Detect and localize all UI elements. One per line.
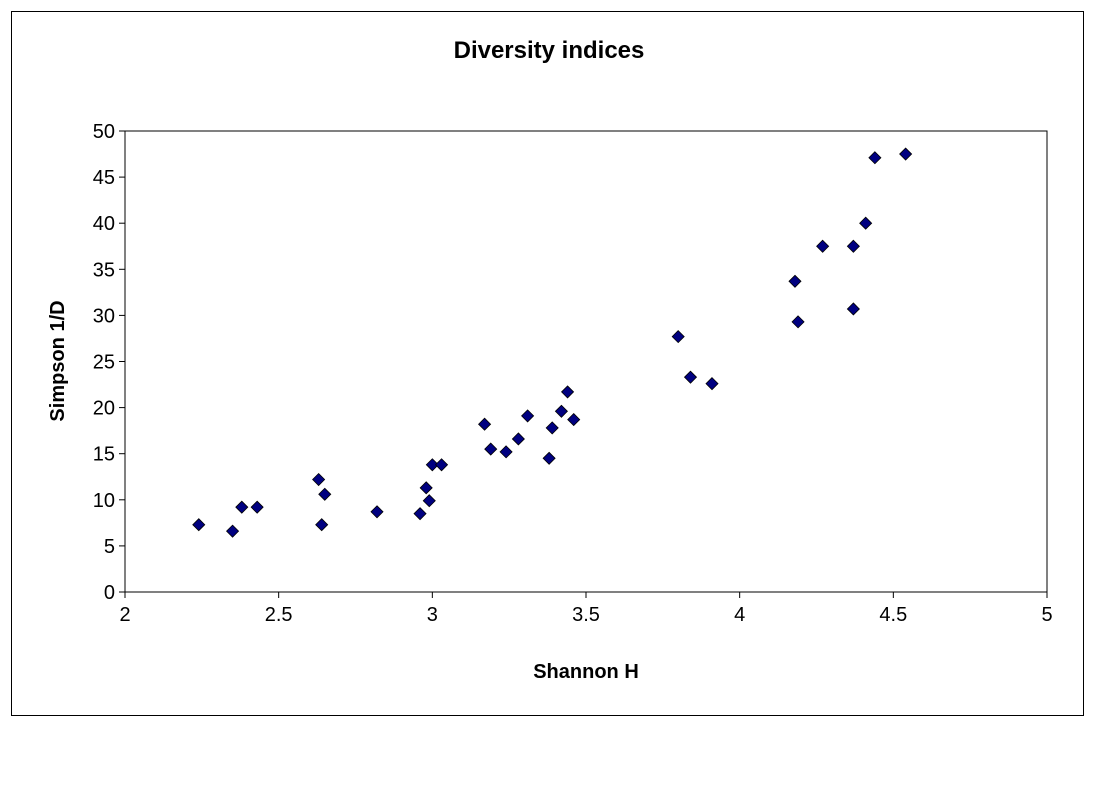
data-point: [499, 445, 513, 459]
y-tick-label: 10: [93, 490, 115, 512]
data-point: [567, 413, 581, 427]
x-axis: 2 2.5 3 3.5 4 4.5 5: [119, 592, 1053, 626]
x-tick-label: 2.5: [265, 604, 293, 626]
data-point: [370, 505, 384, 519]
data-point: [192, 518, 206, 532]
data-point: [859, 216, 873, 230]
plot-area: [124, 130, 1048, 593]
y-tick-label: 20: [93, 398, 115, 420]
data-point: [419, 481, 433, 495]
chart-title: Diversity indices: [454, 37, 645, 64]
data-point: [318, 487, 332, 501]
y-tick-label: 25: [93, 352, 115, 374]
x-tick-label: 3.5: [572, 604, 600, 626]
y-tick-label: 40: [93, 213, 115, 235]
data-point: [788, 274, 802, 288]
data-point: [560, 385, 575, 399]
y-tick-label: 0: [104, 582, 115, 604]
data-point: [846, 239, 860, 253]
data-point: [554, 404, 568, 418]
y-tick-label: 30: [93, 305, 115, 327]
x-tick-label: 3: [427, 604, 438, 626]
data-points: [192, 147, 913, 538]
data-point: [545, 421, 559, 435]
data-point: [312, 472, 326, 487]
data-point: [671, 330, 685, 344]
y-tick-label: 50: [93, 121, 115, 143]
y-tick-label: 5: [104, 536, 115, 558]
data-point: [250, 500, 264, 514]
data-point: [868, 151, 882, 165]
data-point: [235, 500, 249, 514]
y-tick-label: 35: [93, 259, 115, 281]
data-point: [425, 458, 439, 472]
x-tick-label: 5: [1041, 604, 1052, 626]
data-point: [521, 409, 535, 423]
data-point: [315, 518, 329, 532]
data-point: [434, 458, 449, 472]
data-point: [422, 494, 436, 508]
data-point: [791, 315, 805, 329]
data-point: [484, 442, 498, 456]
data-point: [226, 524, 240, 538]
data-point: [683, 370, 698, 384]
y-tick-label: 45: [93, 167, 115, 189]
data-point: [413, 507, 427, 521]
y-axis-label: Simpson 1/D: [47, 300, 69, 421]
chart-area: Diversity indices 0 5 10 15 20 25 30 35 40 45 50 2…: [11, 11, 1084, 716]
data-point: [816, 239, 830, 253]
x-tick-label: 4.5: [879, 604, 907, 626]
data-point: [899, 147, 913, 161]
data-point: [705, 377, 719, 391]
data-point: [542, 451, 556, 465]
x-axis-label: Shannon H: [533, 661, 639, 683]
x-tick-label: 2: [119, 604, 130, 626]
data-point: [511, 432, 525, 446]
data-point: [846, 302, 860, 316]
data-point: [478, 417, 492, 431]
x-tick-label: 4: [734, 604, 745, 626]
y-tick-label: 15: [93, 444, 115, 466]
y-axis: 0 5 10 15 20 25 30 35 40 45 50: [93, 121, 125, 604]
